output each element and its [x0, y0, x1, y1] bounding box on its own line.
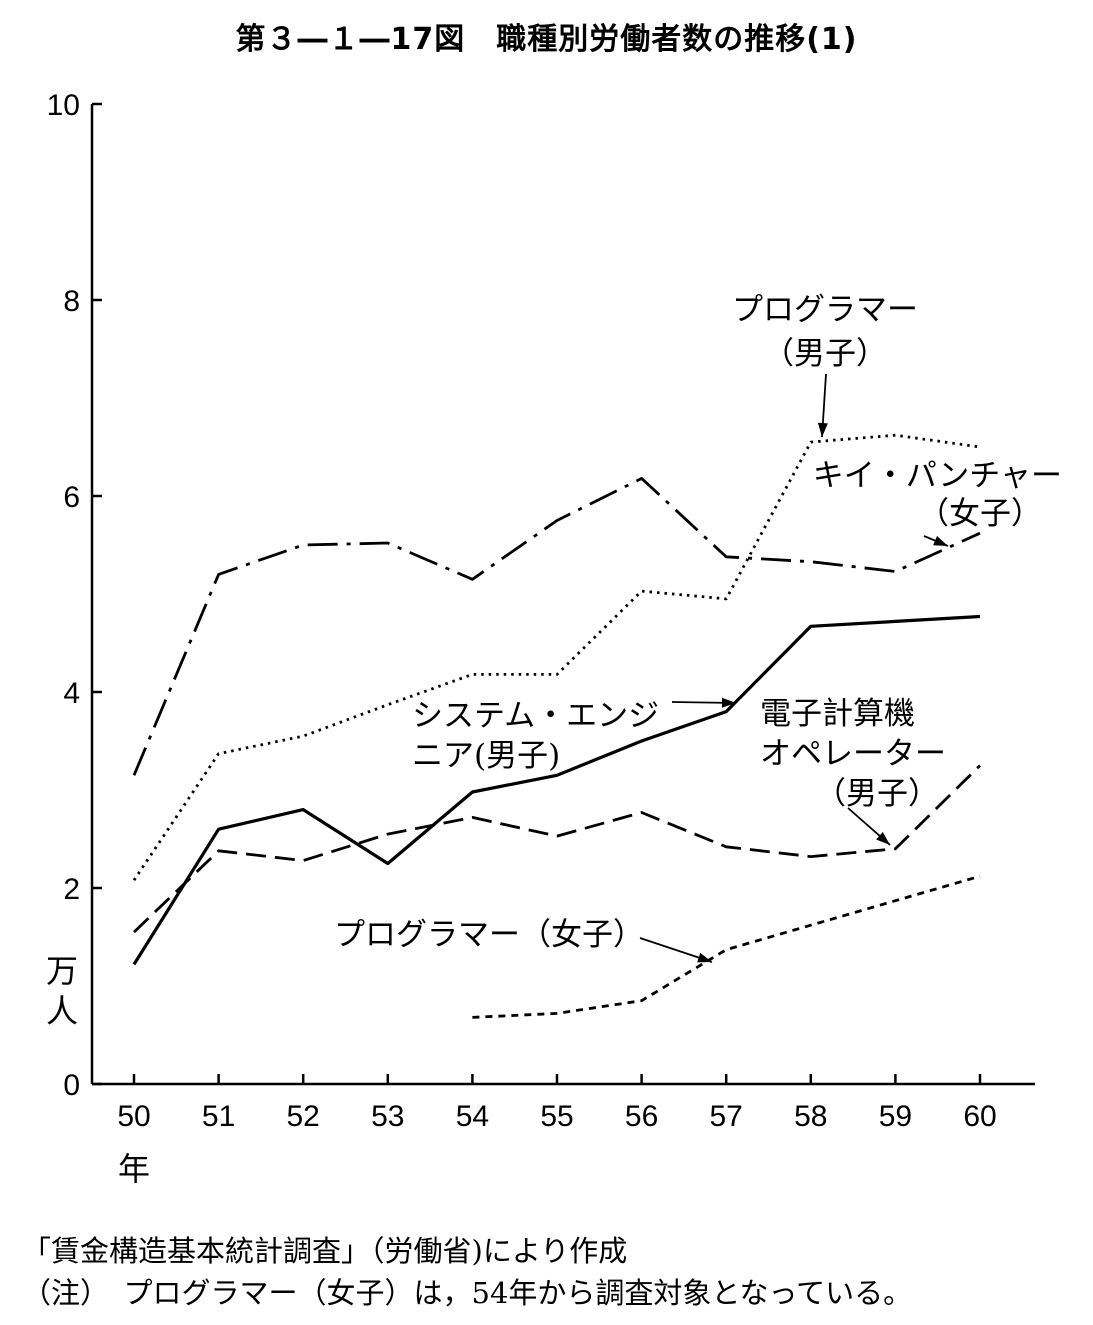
annotation-label: システム・エンジ — [412, 698, 659, 734]
annotation-label: （男子） — [763, 336, 887, 372]
x-tick-label: 56 — [625, 1100, 658, 1133]
x-tick-label: 59 — [879, 1100, 912, 1133]
remark-note: （注） プログラマー（女子）は，54年から調査対象となっている。 — [22, 1276, 913, 1310]
x-unit-label: 年 — [118, 1150, 150, 1188]
y-unit-label: 万 — [46, 952, 78, 990]
y-unit-label: 人 — [46, 992, 78, 1030]
series-line — [132, 614, 981, 966]
series-line — [132, 476, 981, 776]
series-line — [133, 764, 981, 934]
x-tick-label: 52 — [287, 1100, 320, 1133]
annotation-label: 電子計算機 — [760, 696, 915, 732]
y-tick-label: 8 — [63, 285, 80, 318]
annotation-arrowhead — [933, 536, 948, 546]
y-tick-label: 4 — [63, 677, 80, 710]
annotation-label: キイ・パンチャー — [813, 458, 1062, 494]
x-tick-label: 55 — [540, 1100, 573, 1133]
annotation-arrowhead — [817, 422, 828, 437]
y-tick-label: 10 — [47, 89, 80, 122]
annotation-label: プログラマー — [732, 292, 918, 328]
annotation-label: プログラマー（女子） — [334, 917, 644, 953]
series-line — [132, 433, 981, 881]
x-tick-label: 54 — [456, 1100, 489, 1133]
y-tick-label: 2 — [63, 873, 80, 906]
annotation-arrowhead — [721, 697, 736, 708]
y-tick-label: 0 — [63, 1069, 80, 1102]
series-line — [472, 874, 981, 1019]
x-tick-label: 60 — [963, 1100, 996, 1133]
x-tick-label: 57 — [710, 1100, 743, 1133]
x-tick-label: 53 — [371, 1100, 404, 1133]
y-tick-label: 6 — [63, 481, 80, 514]
page-title: 第３―１―17図 職種別労働者数の推移(1) — [235, 22, 858, 57]
annotation-label: ニア(男子) — [412, 738, 560, 774]
x-tick-label: 50 — [117, 1100, 150, 1133]
x-tick-label: 58 — [794, 1100, 827, 1133]
annotation-arrowhead — [876, 831, 890, 845]
annotation-label: オペレーター — [760, 736, 946, 772]
annotation-label: （女子） — [918, 496, 1042, 532]
annotation-label: （男子） — [815, 776, 939, 812]
x-tick-label: 51 — [202, 1100, 235, 1133]
annotation-arrowhead — [697, 952, 712, 963]
source-note: 「賃金構造基本統計調査」（労働省)により作成 — [22, 1234, 628, 1268]
chart-series — [132, 433, 981, 1019]
chart-axes: 0 2 4 6 8 10 50 51 52 53 54 55 56 57 58 59 60 万人年 — [46, 89, 1035, 1188]
